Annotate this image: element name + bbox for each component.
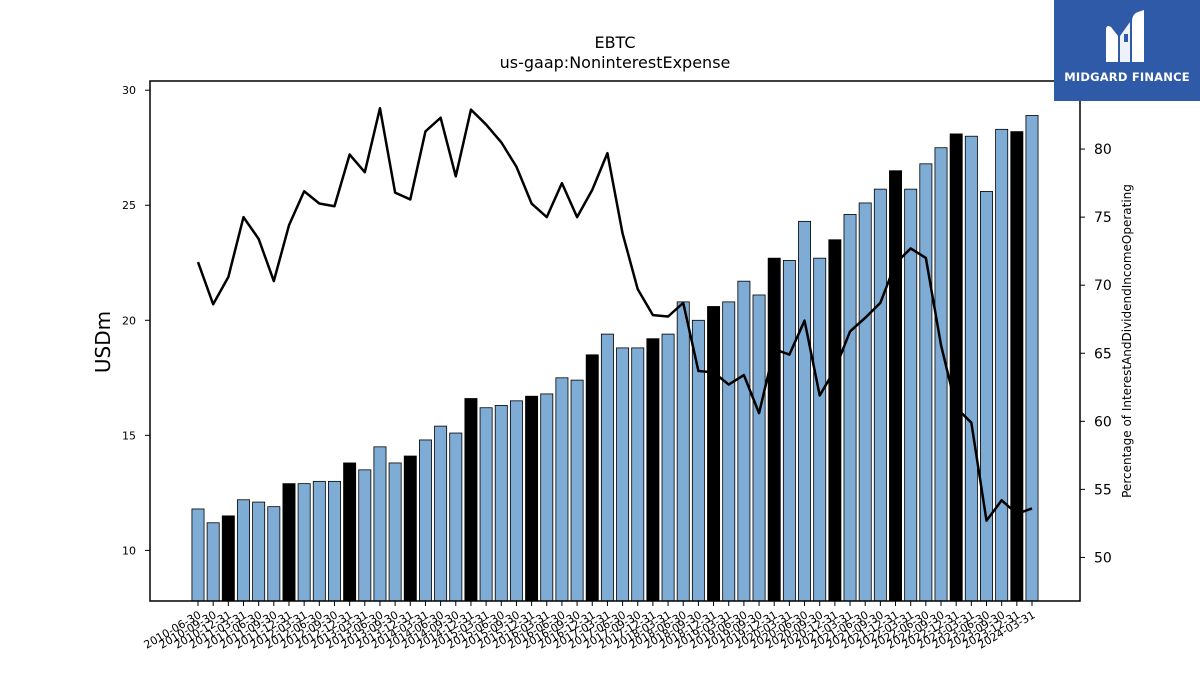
bar (980, 191, 993, 602)
plot-frame (149, 80, 1081, 602)
y2-tick-label: 70 (1094, 278, 1112, 294)
bar (964, 135, 978, 602)
midgard-logo-icon (1106, 10, 1144, 62)
y2-tick-label: 75 (1094, 210, 1112, 226)
bar (616, 347, 630, 602)
y2-tick-label: 80 (1094, 142, 1112, 158)
y-tick-label: 25 (122, 199, 136, 212)
y-tick-label: 15 (122, 429, 136, 442)
bar (555, 377, 569, 602)
bar (843, 214, 857, 602)
bar (449, 432, 463, 602)
y-tick-label: 30 (122, 84, 136, 97)
y-axis-right: 50 55 60 65 70 75 80 (1080, 142, 1112, 566)
bar (737, 280, 751, 602)
bar (297, 483, 311, 602)
y-tick-label: 20 (122, 314, 136, 327)
bar (373, 446, 387, 602)
bar (570, 379, 584, 602)
bar (237, 499, 250, 602)
y-axis-label: USDm (91, 311, 115, 373)
bar (479, 407, 493, 602)
bar (919, 163, 933, 602)
y2-axis-label: Percentage of InterestAndDividendIncomeO… (1120, 184, 1134, 498)
bar (828, 239, 842, 602)
bar (403, 455, 417, 602)
y2-tick-label: 55 (1094, 482, 1112, 498)
bar (267, 506, 281, 602)
bar (858, 202, 872, 602)
bar (995, 128, 1009, 602)
bar (949, 133, 963, 602)
bar (646, 338, 660, 602)
bar (767, 257, 781, 602)
bar (600, 333, 614, 602)
bar (418, 439, 432, 602)
bar (782, 260, 796, 602)
bar (722, 301, 736, 602)
bar (934, 147, 948, 602)
bar (388, 462, 402, 602)
bar (282, 483, 296, 602)
bar (813, 257, 827, 602)
brand-logo: MIDGARD FINANCE (1054, 0, 1200, 101)
bar (540, 393, 554, 602)
chart-title: EBTC (594, 33, 635, 52)
bar (676, 301, 690, 602)
brand-name: MIDGARD FINANCE (1064, 70, 1190, 84)
bar (752, 294, 766, 602)
bar (509, 400, 523, 602)
chart-subtitle: us-gaap:NoninterestExpense (500, 53, 731, 72)
bar (525, 395, 539, 602)
y2-tick-label: 50 (1094, 550, 1112, 566)
bar (707, 306, 721, 602)
bar (358, 469, 372, 602)
y2-tick-label: 60 (1094, 414, 1112, 430)
bar (889, 170, 902, 602)
bar (585, 354, 599, 602)
bar (434, 425, 448, 602)
bar (631, 347, 645, 602)
bar (312, 480, 326, 602)
bar (221, 515, 235, 602)
bar (1025, 115, 1039, 602)
bar (873, 188, 887, 602)
bar (691, 319, 705, 602)
x-axis: 2010-06-302010-09-302010-12-312011-03-31… (142, 601, 1038, 652)
bar (1010, 131, 1024, 602)
y-tick-label: 10 (122, 544, 136, 557)
line-series (196, 106, 1033, 522)
y-axis-left: 10 15 20 25 30 (122, 84, 150, 557)
bar (661, 333, 675, 602)
bar (798, 220, 812, 602)
bar (252, 501, 266, 602)
y2-tick-label: 65 (1094, 346, 1112, 362)
bar (343, 462, 357, 602)
bar (191, 508, 205, 602)
series-line (196, 106, 1033, 522)
bar (206, 522, 220, 602)
bar (328, 480, 341, 602)
bar (464, 398, 478, 602)
bar (494, 405, 508, 602)
